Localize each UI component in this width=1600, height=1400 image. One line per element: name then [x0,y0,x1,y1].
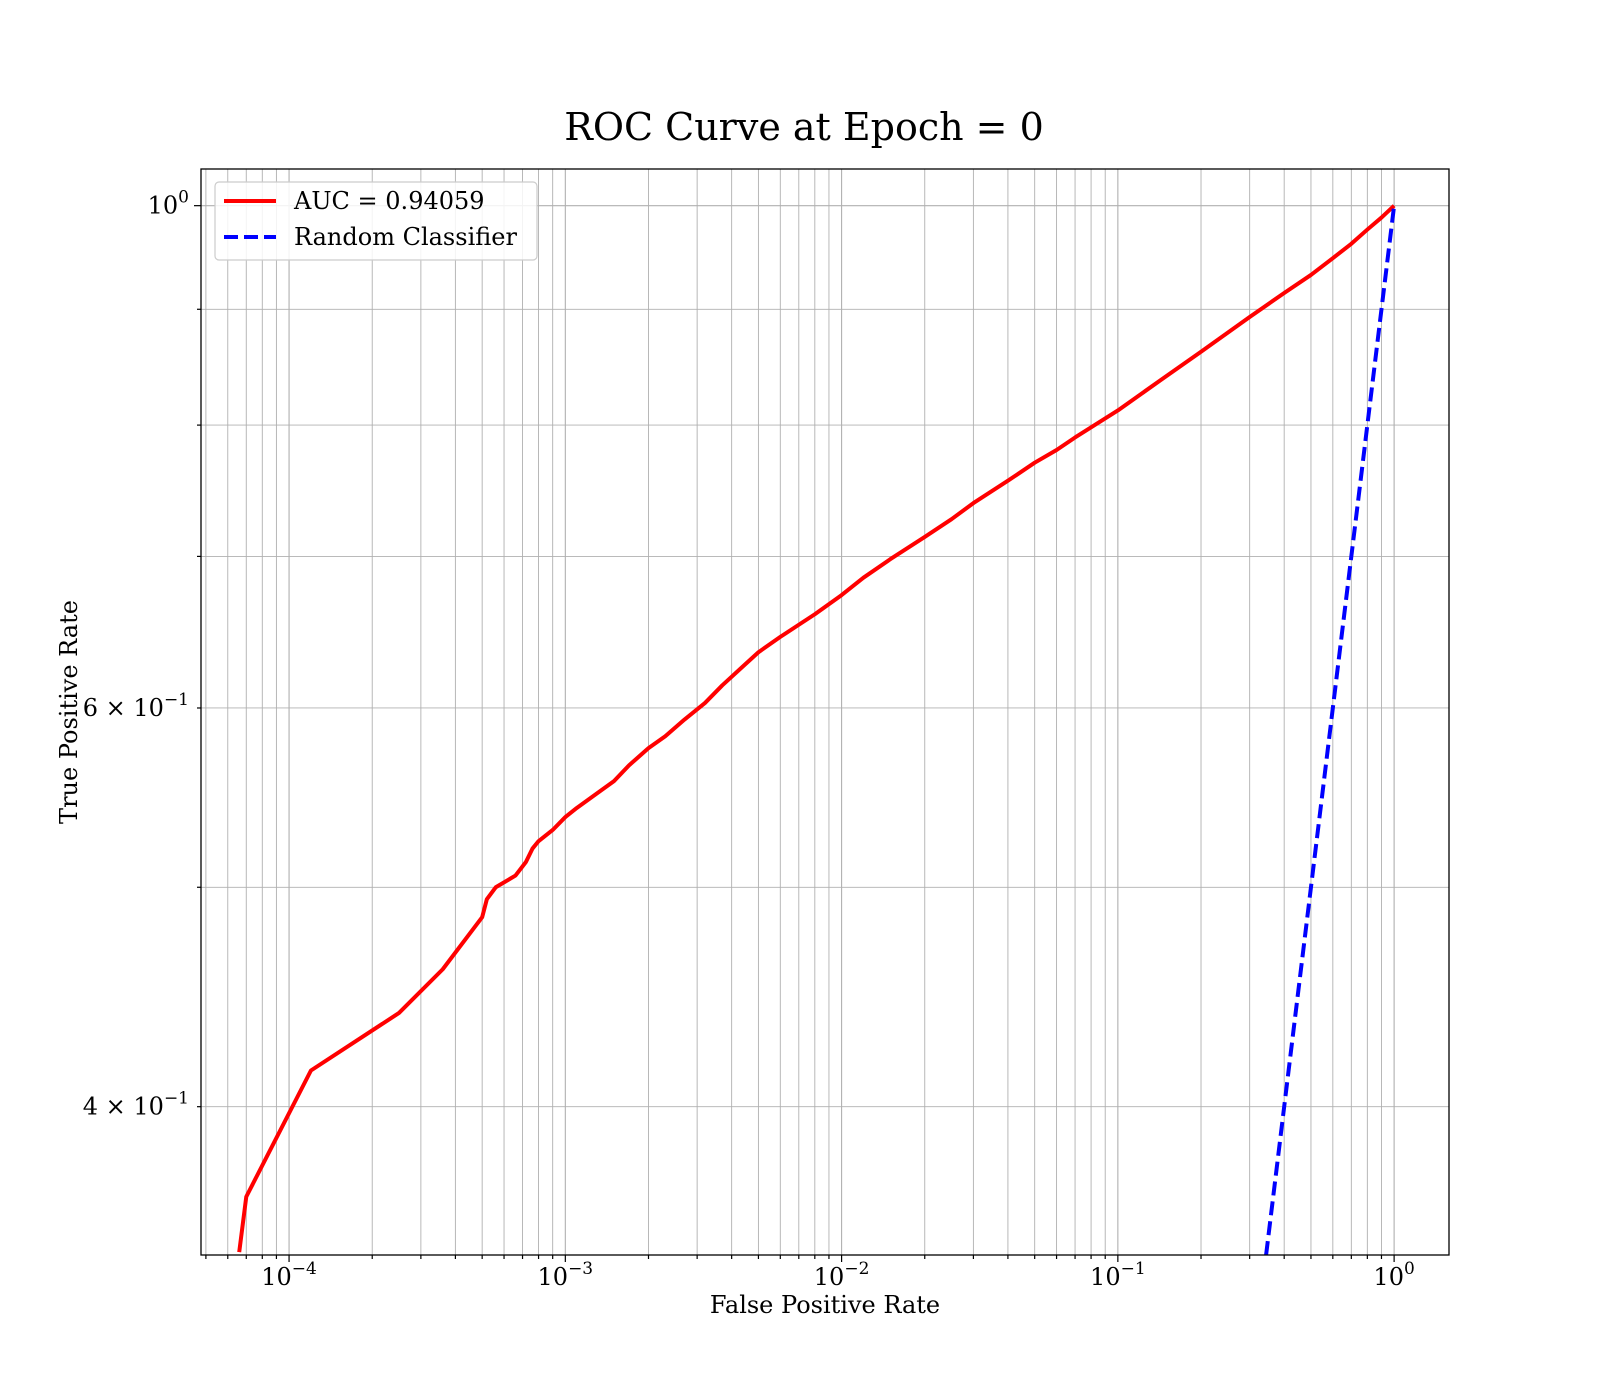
legend: AUC = 0.94059 Random Classifier [214,181,538,261]
x-tick-label: 10−4 [261,1259,317,1291]
y-tick-label: 6 × 10−1 [83,690,189,722]
y-tick-label: 100 [148,188,189,220]
x-axis-label: False Positive Rate [710,1291,940,1319]
legend-label-auc: AUC = 0.94059 [293,187,485,215]
x-tick-label: 10−2 [814,1259,870,1291]
chart-title: ROC Curve at Epoch = 0 [564,105,1044,149]
x-tick-label: 10−1 [1090,1259,1146,1291]
grid [201,169,1449,1255]
x-tick-label: 100 [1373,1259,1414,1291]
random-classifier-line [1264,205,1397,1255]
y-tick-label: 4 × 10−1 [83,1089,189,1121]
plot-frame [200,168,1450,1256]
legend-box [214,181,538,261]
legend-label-random: Random Classifier [294,223,517,251]
x-tick-label: 10−3 [538,1259,594,1291]
y-axis-ticks: 4 × 10−1 6 × 10−1 100 [83,188,201,1121]
y-axis-label: True Positive Rate [55,600,83,824]
roc-curve-line [237,204,1396,1253]
plot-area [237,204,1397,1255]
x-axis-ticks: 10−4 10−3 10−2 10−1 100 [205,1255,1415,1291]
